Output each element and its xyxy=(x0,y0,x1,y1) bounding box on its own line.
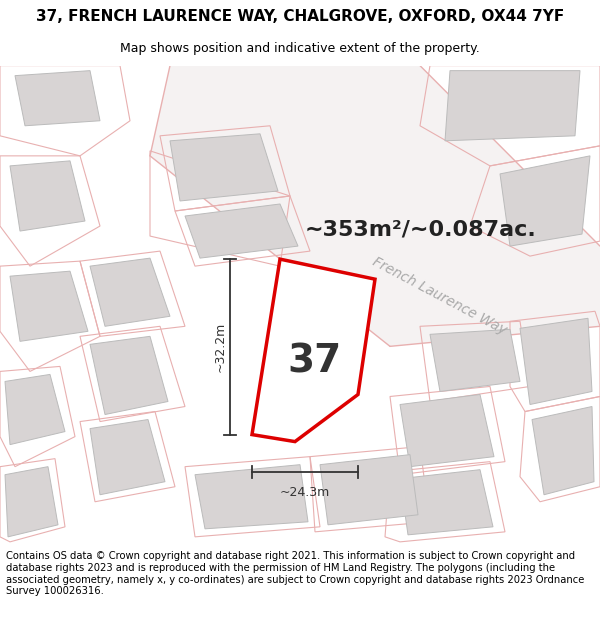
Polygon shape xyxy=(430,329,520,391)
Polygon shape xyxy=(15,71,100,126)
Polygon shape xyxy=(532,406,594,495)
Text: 37: 37 xyxy=(288,342,342,381)
Polygon shape xyxy=(90,258,170,326)
Polygon shape xyxy=(400,469,493,535)
Text: French Laurence Way: French Laurence Way xyxy=(370,255,509,338)
Polygon shape xyxy=(5,467,58,537)
Polygon shape xyxy=(445,71,580,141)
Polygon shape xyxy=(185,204,298,258)
Text: 37, FRENCH LAURENCE WAY, CHALGROVE, OXFORD, OX44 7YF: 37, FRENCH LAURENCE WAY, CHALGROVE, OXFO… xyxy=(36,9,564,24)
Polygon shape xyxy=(10,161,85,231)
Polygon shape xyxy=(520,318,592,404)
Text: Contains OS data © Crown copyright and database right 2021. This information is : Contains OS data © Crown copyright and d… xyxy=(6,551,584,596)
Polygon shape xyxy=(500,156,590,246)
Polygon shape xyxy=(320,454,418,525)
Polygon shape xyxy=(400,394,494,467)
Polygon shape xyxy=(195,464,308,529)
Polygon shape xyxy=(170,134,278,201)
Polygon shape xyxy=(5,374,65,444)
Text: Map shows position and indicative extent of the property.: Map shows position and indicative extent… xyxy=(120,42,480,54)
Polygon shape xyxy=(90,336,168,414)
Text: ~32.2m: ~32.2m xyxy=(214,322,227,372)
Polygon shape xyxy=(252,259,375,442)
Polygon shape xyxy=(90,419,165,495)
Polygon shape xyxy=(150,66,600,346)
Text: ~24.3m: ~24.3m xyxy=(280,486,330,499)
Polygon shape xyxy=(10,271,88,341)
Text: ~353m²/~0.087ac.: ~353m²/~0.087ac. xyxy=(305,219,537,239)
